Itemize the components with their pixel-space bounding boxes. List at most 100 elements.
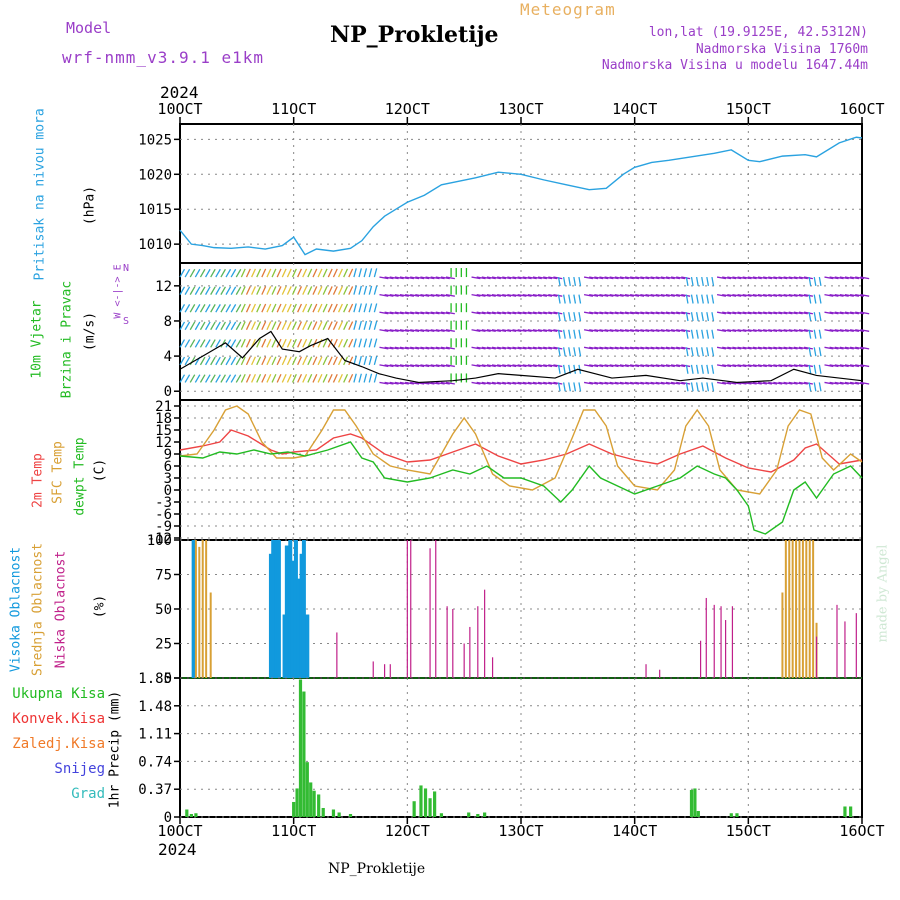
wind-arrow <box>685 364 689 374</box>
wind-arrow <box>808 347 812 357</box>
wind-arrow <box>358 320 362 330</box>
wind-arrow <box>849 293 860 297</box>
y-tick-label: 9 <box>164 447 172 463</box>
wind-arrow <box>327 286 333 295</box>
wind-arrow <box>220 268 226 278</box>
wind-arrow <box>650 293 660 297</box>
year-bottom: 2024 <box>158 840 197 859</box>
wind-arrow <box>813 294 817 304</box>
wind-arrow <box>389 311 399 315</box>
low-cloud-bar <box>389 664 391 678</box>
wind-arrow <box>291 356 297 366</box>
high-cloud-bar <box>296 578 301 678</box>
wind-arrow <box>573 294 577 304</box>
wind-arrow <box>778 293 788 297</box>
precip-bar <box>729 813 733 817</box>
wind-arrow <box>676 346 686 350</box>
wind-arrow <box>491 364 501 368</box>
precip-bar <box>419 785 423 817</box>
wind-arrow <box>665 329 675 332</box>
wind-arrow <box>573 329 577 339</box>
wind-arrow <box>368 320 373 330</box>
wind-arrow <box>337 338 343 348</box>
wind-arrow <box>722 346 732 350</box>
wind-arrow <box>742 364 752 368</box>
wind-arrow <box>855 311 865 315</box>
wind-arrow <box>752 276 762 280</box>
wind-arrow <box>307 286 313 295</box>
wind-arrow <box>368 303 373 313</box>
wind-arrow <box>537 293 548 297</box>
wind-arrow <box>762 276 773 280</box>
wind-arrow <box>327 338 333 348</box>
wind-arrow <box>690 312 694 322</box>
wind-arrow <box>276 374 282 383</box>
wind-arrow <box>737 346 747 350</box>
wind-arrow <box>256 268 262 278</box>
wind-arrow <box>179 321 186 331</box>
y-tick-label: 0.74 <box>138 754 172 770</box>
high-cloud-bar <box>288 540 293 678</box>
wind-arrow <box>445 276 455 280</box>
wind-arrow <box>609 311 619 315</box>
wind-arrow <box>445 293 455 297</box>
wind-arrow <box>425 346 435 350</box>
precip-snow-label: Snijeg <box>54 761 105 777</box>
wind-arrow <box>179 304 186 313</box>
precip-bar <box>467 812 471 817</box>
wind-arrow <box>261 338 267 348</box>
wind-arrow <box>624 311 634 315</box>
wind-arrow <box>517 346 527 350</box>
wind-arrow <box>271 374 277 383</box>
wind-arrow <box>343 374 349 383</box>
wind-arrow <box>818 312 822 322</box>
x-tick-label-top: 12OCT <box>385 100 430 118</box>
wind-arrow <box>220 339 226 348</box>
wind-arrow <box>245 321 251 331</box>
wind-arrow <box>711 347 715 357</box>
wind-arrow <box>599 346 609 350</box>
wind-arrow <box>225 268 232 278</box>
wind-arrow <box>742 381 752 385</box>
wind-arrow <box>660 346 670 350</box>
wind-arrow <box>860 311 870 315</box>
wind-arrow <box>676 364 686 368</box>
wind-arrow <box>793 364 803 368</box>
wind-arrow <box>348 303 354 313</box>
wind-arrow <box>573 364 577 374</box>
wind-arrow <box>440 364 450 368</box>
wind-arrow <box>624 276 634 280</box>
wind-arrow <box>604 293 614 297</box>
wind-arrow <box>768 364 778 368</box>
wind-arrow <box>594 276 604 280</box>
wind-arrow <box>788 276 798 280</box>
wind-arrow <box>481 293 491 297</box>
wind-arrow <box>281 286 287 295</box>
wind-arrow <box>742 329 752 332</box>
wind-arrow <box>476 381 486 385</box>
wind-arrow <box>373 373 378 383</box>
wind-arrow <box>389 276 399 280</box>
wind-arrow <box>363 373 368 383</box>
wind-arrow <box>517 293 527 297</box>
wind-arrow <box>261 268 267 278</box>
wind-arrow <box>322 286 328 295</box>
high-cloud-bar <box>305 614 310 678</box>
wind-arrow <box>225 339 232 348</box>
wind-arrow <box>650 346 660 350</box>
wind-arrow <box>527 346 537 350</box>
wind-arrow <box>363 303 368 313</box>
wind-arrow <box>783 364 793 368</box>
wind-arrow <box>230 374 237 383</box>
wind-arrow <box>635 293 645 297</box>
wind-arrow <box>261 356 267 366</box>
low-cloud-bar <box>452 609 454 678</box>
wind-arrow <box>645 381 655 385</box>
y-tick-label: 8 <box>164 314 172 330</box>
wind-arrow <box>701 294 704 304</box>
wind-arrow <box>230 268 237 278</box>
wind-arrow <box>594 381 604 385</box>
precip-bar <box>849 806 853 817</box>
wind-arrow <box>562 347 566 357</box>
wind-arrow <box>420 346 430 350</box>
